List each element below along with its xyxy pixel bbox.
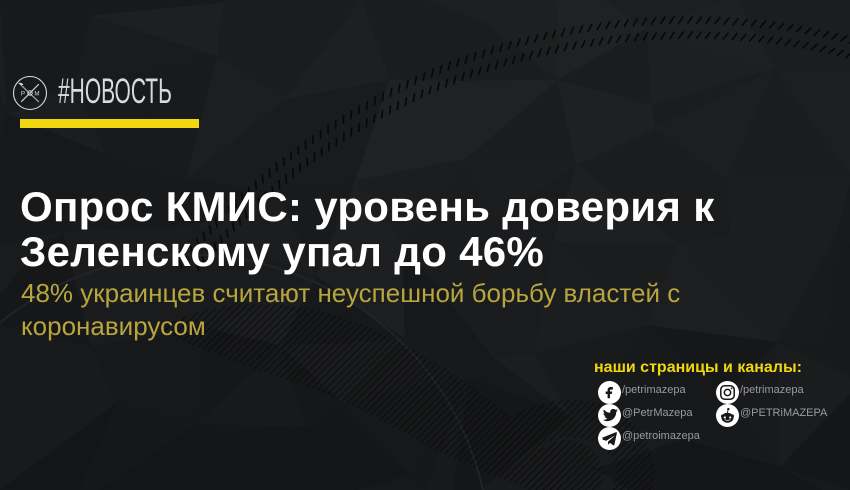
svg-text:P: P xyxy=(21,90,25,97)
svg-text:M: M xyxy=(34,90,39,97)
